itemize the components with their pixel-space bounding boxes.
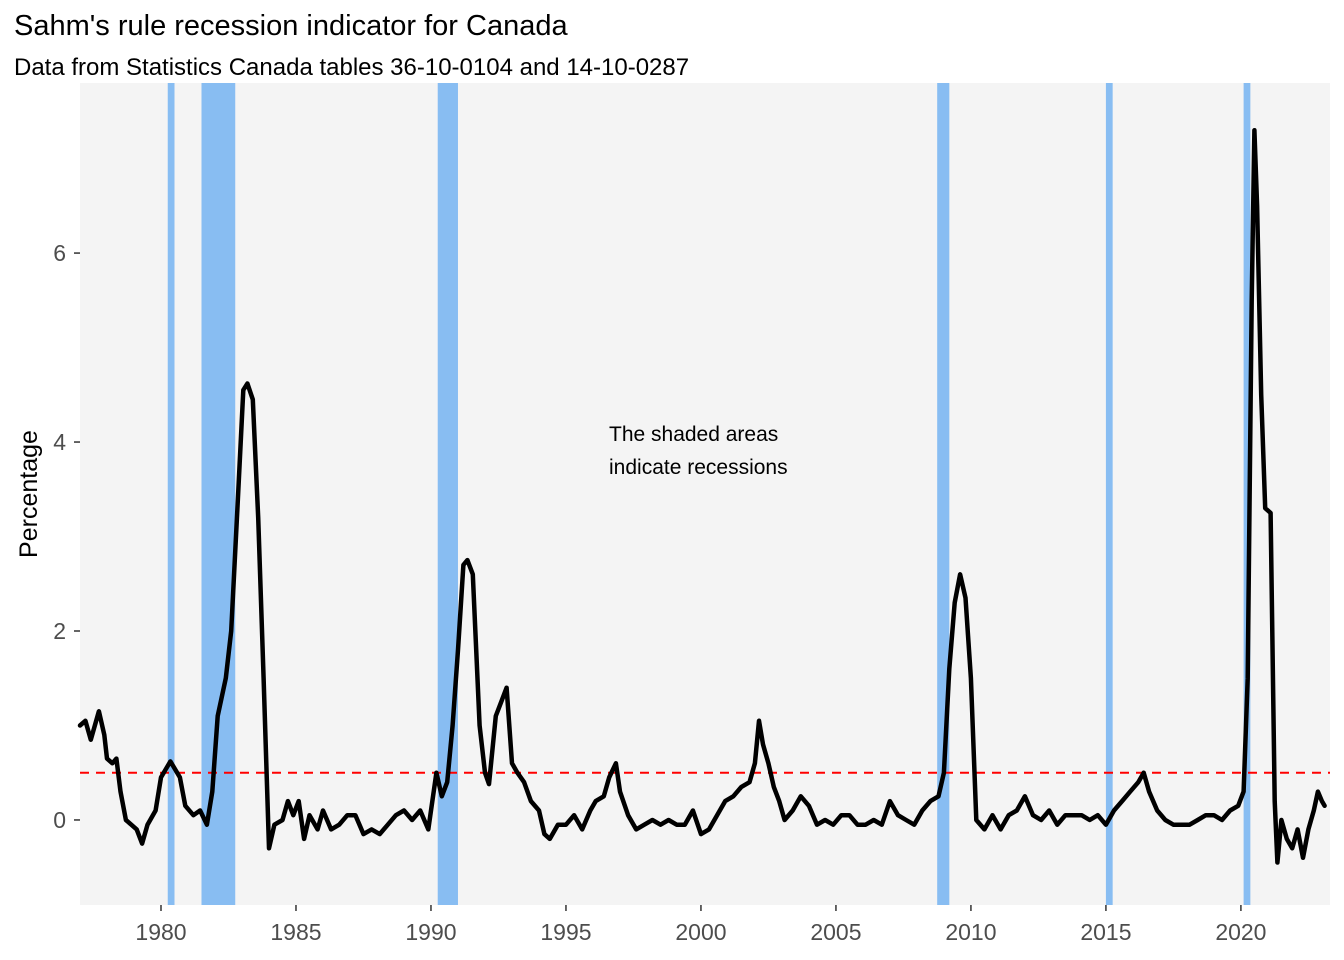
y-tick-label: 0 bbox=[53, 807, 66, 833]
x-tick-label: 2005 bbox=[810, 919, 861, 945]
recession-band-1 bbox=[167, 83, 175, 905]
x-tick-label: 2000 bbox=[675, 919, 726, 945]
x-tick-label: 1990 bbox=[405, 919, 456, 945]
annotation-line-2: indicate recessions bbox=[609, 456, 788, 479]
y-tick-label: 6 bbox=[53, 240, 66, 266]
recession-band-5 bbox=[1105, 83, 1113, 905]
annotation-text: The shaded areas indicate recessions bbox=[609, 423, 788, 479]
chart-title: Sahm's rule recession indicator for Cana… bbox=[14, 10, 568, 42]
plot-background bbox=[80, 83, 1330, 905]
recession-band-6 bbox=[1243, 83, 1251, 905]
annotation-line-1: The shaded areas bbox=[609, 423, 778, 446]
y-tick-label: 2 bbox=[53, 618, 66, 644]
x-tick-label: 2010 bbox=[945, 919, 996, 945]
recession-band-2 bbox=[201, 83, 236, 905]
series-line bbox=[77, 127, 1327, 865]
y-tick-label: 4 bbox=[53, 429, 66, 455]
x-tick-label: 1980 bbox=[135, 919, 186, 945]
x-tick-label: 1985 bbox=[270, 919, 321, 945]
x-tick-label: 2015 bbox=[1080, 919, 1131, 945]
axes: 1980 1985 1990 1995 2000 2005 2010 2015 2020 0 2 4 6 bbox=[53, 240, 1266, 945]
chart-subtitle: Data from Statistics Canada tables 36-10… bbox=[14, 54, 690, 81]
x-tick-label: 1995 bbox=[540, 919, 591, 945]
x-tick-label: 2020 bbox=[1215, 919, 1266, 945]
y-axis-label: Percentage bbox=[15, 430, 43, 558]
